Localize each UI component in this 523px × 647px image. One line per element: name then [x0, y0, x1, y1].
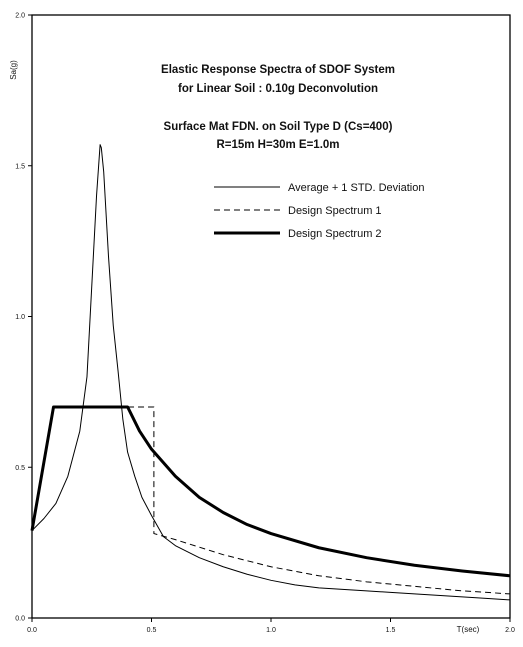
- x-tick-label: 0.5: [147, 627, 157, 634]
- chart-title-line-2: for Linear Soil : 0.10g Deconvolution: [178, 83, 378, 95]
- axis-ticks: 0.0 0.5 1.0 1.5 2.0 0.0 0.5 1.0 1.5 2.0: [15, 13, 515, 635]
- y-tick-label: 1.5: [15, 163, 25, 170]
- chart-title-line-1: Elastic Response Spectra of SDOF System: [161, 64, 395, 76]
- series-line-design-spectrum-1: [31, 406, 511, 595]
- x-tick-label: 1.5: [386, 627, 396, 634]
- series-group: [30, 144, 511, 601]
- y-tick-label: 0.5: [15, 465, 25, 472]
- chart-title-line-4: R=15m H=30m E=1.0m: [216, 139, 339, 151]
- series-line-average-plus-std: [31, 144, 511, 601]
- legend-label-design-1: Design Spectrum 1: [288, 205, 382, 217]
- chart-title-line-3: Surface Mat FDN. on Soil Type D (Cs=400): [164, 121, 393, 133]
- legend-label-average: Average + 1 STD. Deviation: [288, 182, 424, 194]
- y-tick-label: 1.0: [15, 314, 25, 321]
- y-tick-label: 0.0: [15, 616, 25, 623]
- legend-label-design-2: Design Spectrum 2: [288, 228, 382, 240]
- y-axis-label: Sa(g): [9, 60, 18, 80]
- series-line-design-spectrum-2: [30, 405, 511, 578]
- x-tick-label: 2.0: [505, 627, 515, 634]
- x-tick-label: 1.0: [266, 627, 276, 634]
- legend: Average + 1 STD. Deviation Design Spectr…: [214, 182, 424, 240]
- x-tick-label: 0.0: [27, 627, 37, 634]
- x-axis-label: T(sec): [457, 625, 480, 634]
- plot-frame: [31, 14, 511, 619]
- y-tick-label: 2.0: [15, 13, 25, 20]
